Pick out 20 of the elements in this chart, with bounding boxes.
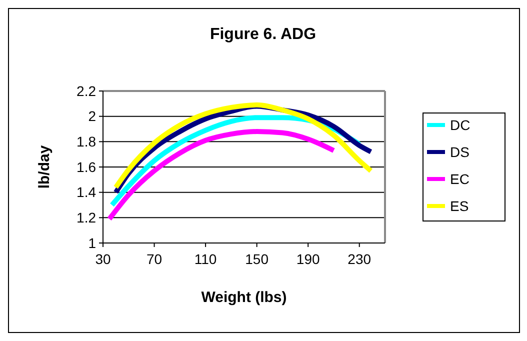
x-tick-label: 30 bbox=[95, 251, 111, 267]
x-tick-label: 150 bbox=[245, 251, 269, 267]
y-tick-label: 2.2 bbox=[76, 82, 96, 99]
y-tick-label: 1 bbox=[88, 234, 96, 251]
y-tick-label: 1.8 bbox=[76, 134, 96, 150]
x-tick-label: 110 bbox=[194, 251, 217, 267]
legend-label: EC bbox=[450, 170, 470, 187]
y-axis-title: lb/day bbox=[36, 144, 53, 189]
x-tick-label: 190 bbox=[296, 251, 320, 267]
y-tick-label: 2 bbox=[88, 108, 96, 124]
y-tick-label: 1.4 bbox=[76, 184, 96, 200]
y-tick-label: 1.2 bbox=[76, 210, 96, 226]
x-axis-title: Weight (lbs) bbox=[201, 289, 287, 306]
legend-label: DC bbox=[450, 116, 470, 133]
legend-label: ES bbox=[450, 198, 469, 214]
y-tick-label: 1.6 bbox=[76, 158, 96, 175]
x-tick-label: 230 bbox=[348, 251, 372, 267]
legend-label: DS bbox=[450, 144, 470, 160]
x-tick-label: 70 bbox=[146, 251, 162, 267]
chart-title: Figure 6. ADG bbox=[210, 26, 316, 43]
